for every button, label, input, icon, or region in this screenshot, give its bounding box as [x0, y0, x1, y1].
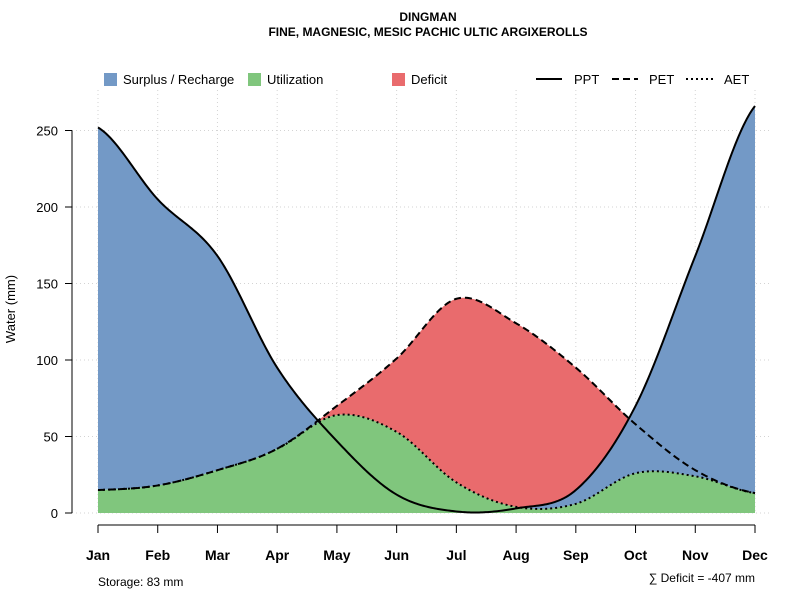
- y-tick-label-150: 150: [36, 277, 58, 292]
- legend-label-deficit: Deficit: [411, 72, 448, 87]
- x-tick-label-apr: Apr: [265, 547, 290, 563]
- storage-label: Storage: 83 mm: [98, 575, 183, 589]
- legend-swatch-surplus: [104, 73, 117, 86]
- y-tick-label-50: 50: [44, 430, 58, 445]
- x-tick-label-oct: Oct: [624, 547, 648, 563]
- y-tick-label-100: 100: [36, 353, 58, 368]
- legend-label-surplus: Surplus / Recharge: [123, 72, 234, 87]
- x-tick-label-jan: Jan: [86, 547, 110, 563]
- deficit-area: [98, 297, 755, 509]
- legend-swatch-utilization: [248, 73, 261, 86]
- x-tick-label-nov: Nov: [682, 547, 709, 563]
- legend: Surplus / Recharge Utilization Deficit P…: [104, 72, 749, 87]
- plot-area: 0 50 100 150 200 250 Jan Feb Mar Apr May Jun Jul Aug S…: [36, 90, 770, 563]
- y-axis-label: Water (mm): [3, 275, 18, 343]
- surplus-recharge-area: [98, 106, 755, 509]
- x-tick-label-jun: Jun: [384, 547, 409, 563]
- x-tick-label-sep: Sep: [563, 547, 589, 563]
- legend-label-pet: PET: [649, 72, 674, 87]
- y-tick-label-250: 250: [36, 124, 58, 139]
- chart-subtitle: FINE, MAGNESIC, MESIC PACHIC ULTIC ARGIX…: [268, 25, 587, 39]
- x-tick-label-mar: Mar: [205, 547, 230, 563]
- ppt-line: [97, 105, 756, 514]
- legend-label-ppt: PPT: [574, 72, 599, 87]
- pet-line: [97, 296, 756, 495]
- legend-label-utilization: Utilization: [267, 72, 323, 87]
- x-tick-label-jul: Jul: [446, 547, 466, 563]
- x-tick-label-dec: Dec: [742, 547, 768, 563]
- legend-swatch-deficit: [392, 73, 405, 86]
- x-tick-label-may: May: [323, 547, 350, 563]
- x-tick-label-feb: Feb: [145, 547, 170, 563]
- legend-label-aet: AET: [724, 72, 749, 87]
- y-tick-label-0: 0: [51, 506, 58, 521]
- utilization-area: [98, 414, 755, 513]
- y-tick-label-200: 200: [36, 200, 58, 215]
- x-tick-label-aug: Aug: [502, 547, 529, 563]
- deficit-total-label: ∑ Deficit = -407 mm: [649, 571, 755, 585]
- chart-title: DINGMAN: [399, 10, 456, 24]
